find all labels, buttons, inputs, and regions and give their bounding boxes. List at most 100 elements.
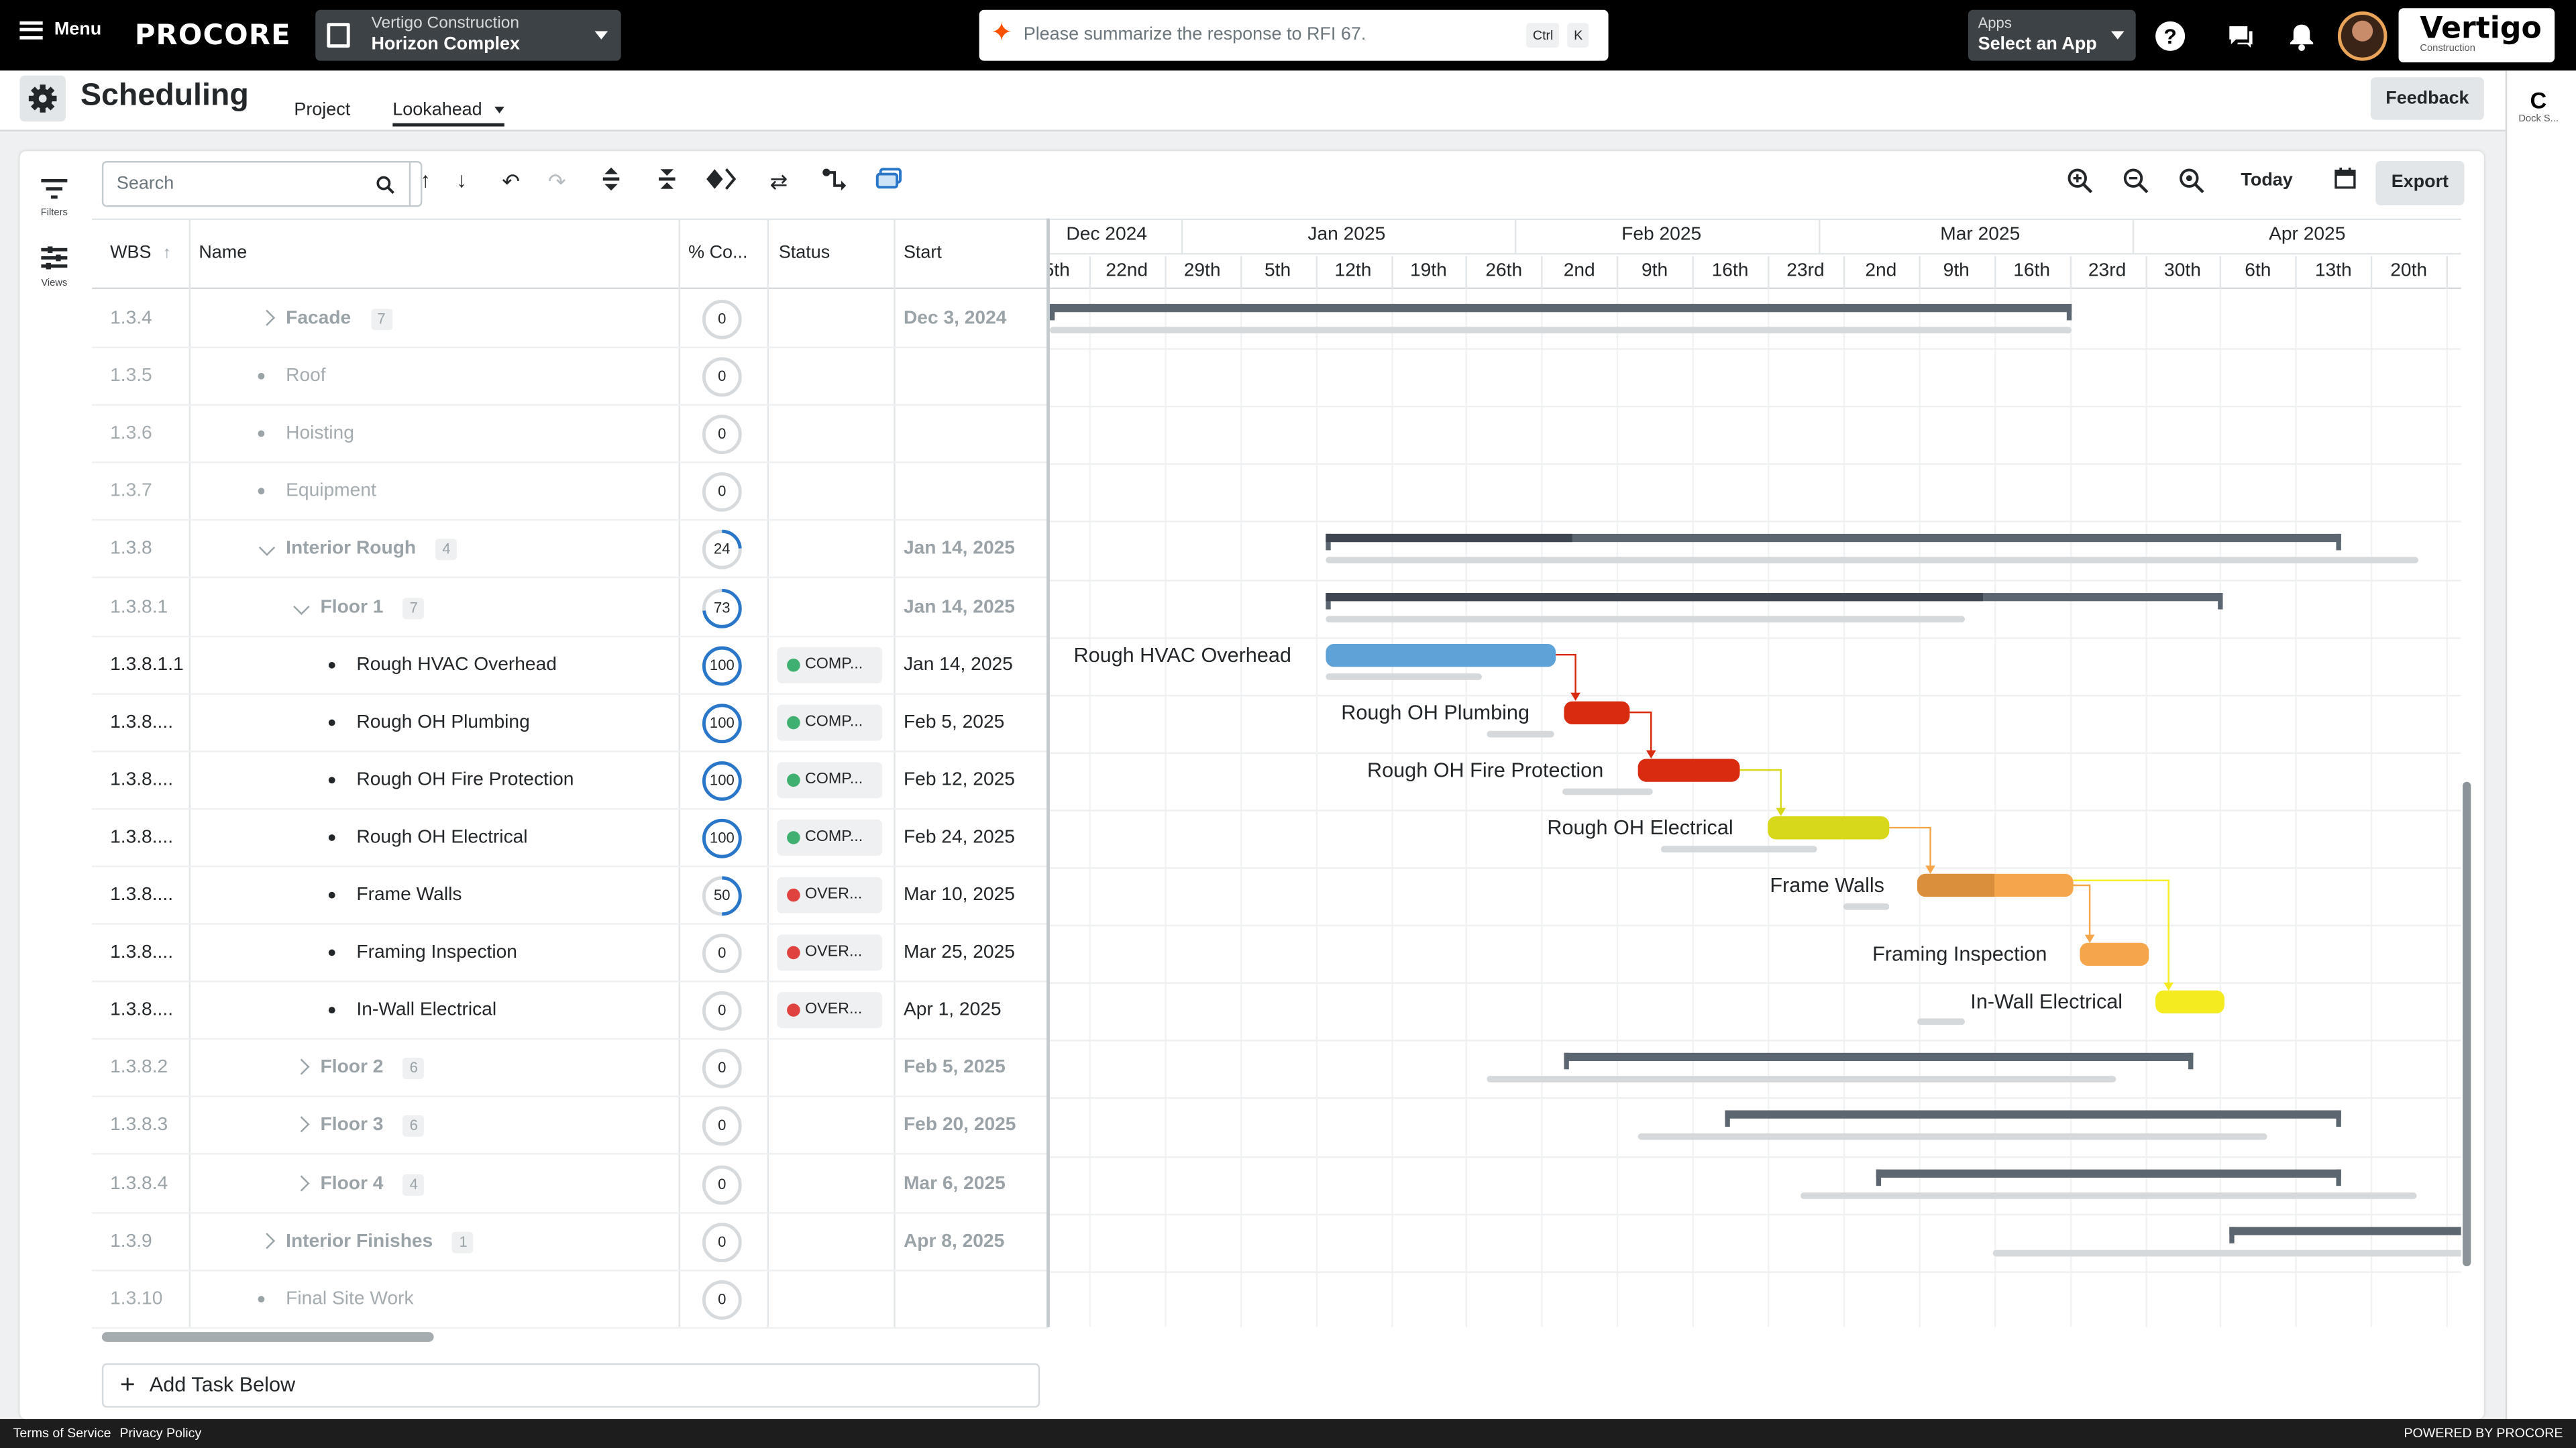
task-bar-rough-oh-fire-protection[interactable]: [1638, 758, 1740, 782]
vertical-scrollbar[interactable]: [2463, 294, 2473, 1332]
procore-c-icon[interactable]: C: [2530, 87, 2547, 113]
summary-bar-floor-3[interactable]: [1725, 1111, 2341, 1127]
table-row[interactable]: 1.3.8.... Rough OH Plumbing 100 COMP... Feb …: [92, 694, 1049, 752]
status-badge[interactable]: COMP...: [777, 761, 883, 798]
dependency-icon[interactable]: [820, 168, 849, 197]
search-input[interactable]: [103, 162, 383, 206]
status-badge[interactable]: OVER...: [777, 934, 883, 971]
tab-lookahead[interactable]: Lookahead: [392, 100, 504, 127]
bell-icon[interactable]: [2286, 19, 2318, 52]
table-row[interactable]: 1.3.4 Facade 7 0 Dec 3, 2024: [92, 290, 1049, 349]
table-row[interactable]: 1.3.8 Interior Rough 4 24 Jan 14, 2025: [92, 521, 1049, 579]
views-button[interactable]: Views: [33, 246, 76, 289]
table-row[interactable]: 1.3.7 Equipment 0: [92, 463, 1049, 522]
milestone-icon[interactable]: [706, 168, 737, 197]
summary-bar-facade[interactable]: [1049, 304, 2072, 321]
task-bar-in-wall-electrical[interactable]: [2155, 991, 2224, 1014]
table-row[interactable]: 1.3.8.2 Floor 2 6 0 Feb 5, 2025: [92, 1040, 1049, 1098]
summary-bar-floor-4[interactable]: [1876, 1168, 2341, 1185]
vertical-scrollbar-thumb[interactable]: [2463, 781, 2471, 1267]
grid-column-line: [1768, 289, 1770, 1327]
arrow-down-icon[interactable]: ↓: [456, 167, 468, 192]
calendar-icon[interactable]: [2330, 167, 2359, 197]
column-header-percent-complete[interactable]: % Co...: [688, 243, 748, 263]
today-button[interactable]: Today: [2241, 170, 2293, 191]
zoom-out-icon[interactable]: [2121, 168, 2151, 197]
week-label: 9th: [1943, 261, 1970, 281]
menu-button[interactable]: Menu: [19, 19, 101, 40]
task-bar-rough-oh-electrical[interactable]: [1768, 816, 1890, 840]
grid-row-line: [1049, 1155, 2461, 1158]
summary-bar-floor-1[interactable]: [1326, 592, 2223, 609]
tool-settings-button[interactable]: [19, 75, 66, 122]
column-header-wbs[interactable]: WBS ↑: [110, 243, 172, 263]
assistant-search-box[interactable]: ✦ Please summarize the response to RFI 6…: [979, 9, 1609, 61]
table-row[interactable]: 1.3.8.1 Floor 1 7 73 Jan 14, 2025: [92, 579, 1049, 636]
chevron-right-icon[interactable]: [258, 1213, 276, 1271]
task-bar-rough-hvac[interactable]: [1326, 643, 1556, 667]
table-row[interactable]: 1.3.8.3 Floor 3 6 0 Feb 20, 2025: [92, 1098, 1049, 1156]
table-row[interactable]: 1.3.8.... Framing Inspection 0 OVER... Mar 2…: [92, 925, 1049, 983]
redo-icon[interactable]: ↷: [547, 169, 566, 194]
status-badge[interactable]: COMP...: [777, 819, 883, 856]
expand-all-icon[interactable]: [596, 167, 626, 197]
collapse-all-icon[interactable]: [652, 168, 682, 197]
percent-complete-value: 0: [718, 310, 727, 327]
zoom-in-icon[interactable]: [2065, 168, 2094, 197]
undo-icon[interactable]: ↶: [502, 169, 520, 194]
chevron-down-icon[interactable]: [293, 579, 310, 636]
status-badge[interactable]: COMP...: [777, 704, 883, 740]
summary-bar-floor-2[interactable]: [1564, 1053, 2194, 1070]
table-row[interactable]: 1.3.8.1.1 Rough HVAC Overhead 100 COMP... Ja…: [92, 636, 1049, 694]
week-label: 26th: [1485, 261, 1523, 281]
arrow-up-icon[interactable]: ↑: [420, 167, 431, 192]
column-header-name[interactable]: Name: [199, 243, 248, 263]
filters-button[interactable]: Filters: [33, 177, 76, 219]
add-task-below-button[interactable]: + Add Task Below: [101, 1363, 1040, 1408]
terms-link[interactable]: Terms of Service: [13, 1425, 111, 1441]
table-row[interactable]: 1.3.9 Interior Finishes 1 0 Apr 8, 2025: [92, 1213, 1049, 1271]
task-bar-frame-walls[interactable]: [1917, 873, 2074, 897]
feedback-button[interactable]: Feedback: [2370, 77, 2484, 120]
views-label: Views: [41, 279, 68, 290]
table-row[interactable]: 1.3.10 Final Site Work 0: [92, 1271, 1049, 1329]
table-row[interactable]: 1.3.8.... Rough OH Fire Protection 100 COMP…: [92, 752, 1049, 810]
chevron-right-icon[interactable]: [293, 1156, 310, 1213]
chevron-down-icon[interactable]: [258, 521, 276, 579]
chevron-right-icon[interactable]: [293, 1098, 310, 1156]
column-header-start[interactable]: Start: [903, 243, 942, 263]
export-button[interactable]: Export: [2375, 161, 2465, 206]
bullet-icon: [328, 636, 335, 694]
table-row[interactable]: 1.3.8.... Frame Walls 50 OVER... Mar 10, 202…: [92, 867, 1049, 925]
grid-column-line: [1164, 289, 1167, 1327]
privacy-link[interactable]: Privacy Policy: [119, 1425, 202, 1441]
status-badge[interactable]: OVER...: [777, 992, 883, 1029]
task-bar-rough-oh-plumbing[interactable]: [1564, 700, 1630, 724]
summary-bar-interior-rough[interactable]: [1326, 534, 2341, 551]
percent-complete-ring: 100: [702, 818, 743, 858]
user-avatar[interactable]: [2337, 11, 2387, 61]
apps-selector[interactable]: Apps Select an App: [1968, 9, 2136, 61]
column-header-status[interactable]: Status: [778, 243, 830, 263]
chevron-right-icon[interactable]: [293, 1040, 310, 1098]
chevron-right-icon[interactable]: [258, 290, 276, 348]
status-badge[interactable]: COMP...: [777, 646, 883, 683]
task-bar-framing-inspection[interactable]: [2080, 942, 2149, 966]
swap-icon[interactable]: ⇄: [769, 169, 788, 194]
status-badge[interactable]: OVER...: [777, 877, 883, 913]
table-row[interactable]: 1.3.6 Hoisting 0: [92, 406, 1049, 464]
grid-horizontal-scrollbar[interactable]: [101, 1332, 434, 1342]
tab-project[interactable]: Project: [294, 100, 351, 120]
table-row[interactable]: 1.3.5 Roof 0: [92, 348, 1049, 406]
project-selector[interactable]: Vertigo Construction Horizon Complex: [315, 9, 621, 61]
search-icon[interactable]: [376, 176, 394, 194]
baseline-icon[interactable]: [874, 168, 904, 197]
procore-logo[interactable]: PROCORE: [134, 19, 291, 53]
table-row[interactable]: 1.3.8.... Rough OH Electrical 100 COMP... Fe…: [92, 810, 1049, 867]
summary-bar-interior-finishes[interactable]: [2229, 1226, 2461, 1243]
help-icon[interactable]: ?: [2154, 19, 2187, 52]
chat-icon[interactable]: [2224, 19, 2257, 52]
zoom-fit-icon[interactable]: [2177, 168, 2206, 197]
table-row[interactable]: 1.3.8.... In-Wall Electrical 0 OVER... Apr 1…: [92, 983, 1049, 1040]
table-row[interactable]: 1.3.8.4 Floor 4 4 0 Mar 6, 2025: [92, 1156, 1049, 1213]
